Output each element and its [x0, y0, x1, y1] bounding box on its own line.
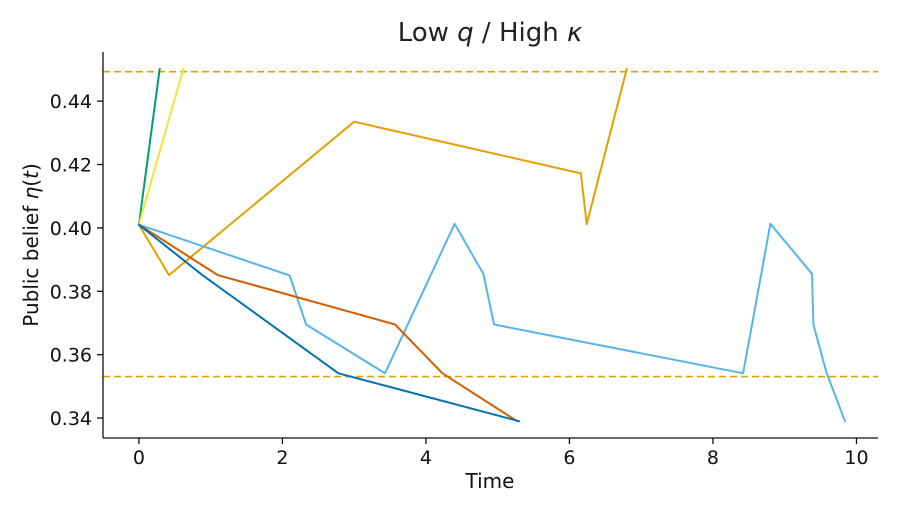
y-label-part: Public belief: [19, 199, 43, 326]
y-label-part: t: [19, 170, 43, 179]
y-tick-label: 0.40: [50, 218, 92, 240]
y-label-part: ): [19, 163, 43, 171]
x-tick-label: 10: [844, 447, 868, 469]
series-line-1: [137, 67, 161, 226]
y-label-part: η: [19, 186, 43, 199]
y-label-part: (: [19, 179, 43, 187]
x-tick-label: 0: [133, 447, 145, 469]
series-lines: [137, 67, 846, 423]
threshold-lines: [103, 70, 878, 378]
title-part: κ: [567, 18, 583, 48]
y-tick-label: 0.42: [50, 155, 92, 177]
series-line-4: [137, 222, 846, 423]
series-line-6: [137, 223, 521, 423]
y-axis-label: Public belief η(t): [19, 163, 43, 327]
x-tick-label: 2: [276, 447, 288, 469]
title-part: q: [457, 18, 474, 48]
x-axis-label: Time: [465, 469, 515, 493]
y-tick-label: 0.34: [50, 408, 92, 430]
x-tick-label: 8: [707, 447, 719, 469]
chart-title: Low q / High κ: [398, 18, 583, 48]
y-tick-label: 0.36: [50, 345, 92, 367]
y-tick-label: 0.38: [50, 281, 92, 303]
series-line-2: [137, 67, 185, 226]
series-line-3: [137, 67, 628, 277]
series-line-5: [137, 223, 519, 423]
x-tick-label: 4: [420, 447, 432, 469]
x-tick-label: 6: [563, 447, 575, 469]
x-axis-ticks: 0 2 4 6 8 10: [133, 438, 869, 469]
title-part: / High: [474, 18, 567, 48]
title-part: Low: [398, 18, 457, 48]
y-axis-ticks: 0.34 0.36 0.38 0.40 0.42 0.44: [50, 91, 103, 430]
y-tick-label: 0.44: [50, 91, 92, 113]
